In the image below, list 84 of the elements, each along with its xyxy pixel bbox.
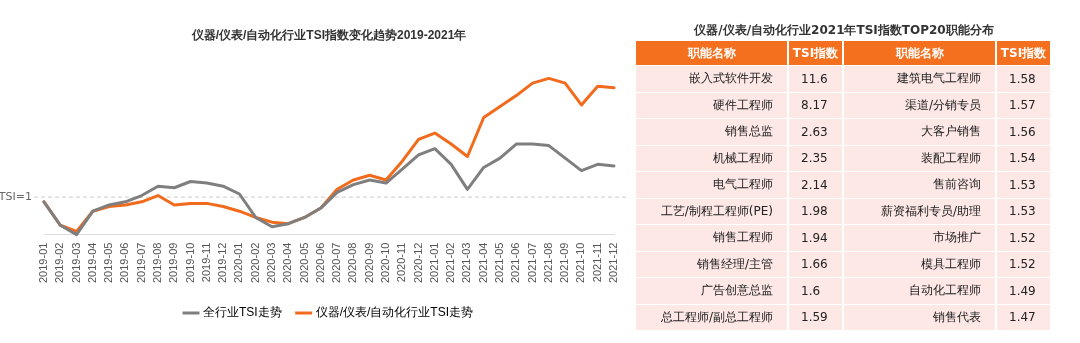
x-tick-label: 2019-08 xyxy=(151,242,164,284)
x-tick-label: 2020-10 xyxy=(379,242,392,284)
x-tick-label: 2019-12 xyxy=(216,242,229,284)
x-tick-label: 2020-01 xyxy=(232,242,245,284)
x-tick-label: 2021-12 xyxy=(607,242,620,284)
category-label: 工艺/制程工程师(PE) xyxy=(636,198,789,224)
x-tick-label: 2020-04 xyxy=(281,242,294,284)
x-tick-label: 2021-05 xyxy=(493,242,506,284)
x-tick-label: 2019-05 xyxy=(102,242,115,284)
chart-title: 仪器/仪表/自动化行业TSI指数变化趋势2019-2021年 xyxy=(190,27,467,42)
x-tick-label: 2019-02 xyxy=(53,242,66,284)
data-label: 8.17 xyxy=(789,92,844,118)
text: 职能名称 xyxy=(895,45,944,60)
legend-label: 仪器/仪表/自动化行业TSI走势 xyxy=(315,305,474,320)
category-label: 建筑电气工程师 xyxy=(844,66,997,92)
category-label: 售前咨询 xyxy=(844,172,997,198)
category-label: 电气工程师 xyxy=(636,172,789,198)
text: TSI指数 xyxy=(789,41,844,65)
x-tick-label: 2020-03 xyxy=(265,242,278,284)
x-tick-label: 2021-08 xyxy=(541,242,554,284)
data-label: 1.53 xyxy=(997,172,1052,198)
x-tick-label: 2019-01 xyxy=(37,242,50,284)
category-label: 薪资福利专员/助理 xyxy=(844,198,997,224)
category-label: 销售代表 xyxy=(844,304,997,330)
x-tick-label: 2020-06 xyxy=(313,242,326,284)
x-tick-label: 2019-03 xyxy=(69,242,82,284)
category-label: 装配工程师 xyxy=(844,145,997,171)
data-label: 1.56 xyxy=(997,119,1052,145)
x-tick-label: 2021-09 xyxy=(558,242,571,284)
text: 仪器/仪表/自动化行业2021年TSI指数TOP20职能分布 xyxy=(692,22,995,39)
x-tick-label: 2019-11 xyxy=(199,242,212,283)
x-tick-label: 2020-08 xyxy=(346,242,359,284)
x-tick-label: 2021-06 xyxy=(509,242,522,284)
category-label: 销售经理/主管 xyxy=(636,251,789,277)
data-label: 2.63 xyxy=(789,119,844,145)
category-label: 自动化工程师 xyxy=(844,278,997,304)
x-tick-label: 2021-11 xyxy=(590,242,603,283)
x-tick-label: 2020-12 xyxy=(411,242,424,284)
legend-label: 全行业TSI走势 xyxy=(203,305,282,320)
category-label: 嵌入式软件开发 xyxy=(636,66,789,92)
data-label: 1.53 xyxy=(997,198,1052,224)
data-label: 1.52 xyxy=(997,225,1052,251)
category-label: 总工程师/副总工程师 xyxy=(636,304,789,330)
x-tick-label: 2021-03 xyxy=(460,242,473,284)
category-label: 机械工程师 xyxy=(636,145,789,171)
x-tick-label: 2019-10 xyxy=(183,242,196,284)
data-label: 1.58 xyxy=(997,66,1052,92)
data-label: 1.52 xyxy=(997,251,1052,277)
category-label: 硬件工程师 xyxy=(636,92,789,118)
data-label: 1.98 xyxy=(789,198,844,224)
x-tick-label: 2019-07 xyxy=(134,242,147,284)
x-tick-label: 2020-02 xyxy=(248,242,261,284)
category-label: 渠道/分销专员 xyxy=(844,92,997,118)
category-label: 销售工程师 xyxy=(636,225,789,251)
x-tick-label: 2019-04 xyxy=(85,242,98,284)
category-label: 市场推广 xyxy=(844,225,997,251)
x-tick-label: 2021-01 xyxy=(427,242,440,284)
data-label: 2.14 xyxy=(789,172,844,198)
x-tick-label: 2021-02 xyxy=(444,242,457,284)
category-label: 广告创意总监 xyxy=(636,278,789,304)
data-label: 1.57 xyxy=(997,92,1052,118)
data-label: 11.6 xyxy=(789,66,844,92)
data-label: 1.47 xyxy=(997,304,1052,330)
x-tick-label: 2021-04 xyxy=(476,242,489,284)
x-tick-label: 2020-11 xyxy=(395,242,408,283)
category-label: 大客户销售 xyxy=(844,119,997,145)
x-tick-label: 2020-05 xyxy=(297,242,310,284)
x-tick-label: 2021-07 xyxy=(525,242,538,284)
data-label: 2.35 xyxy=(789,145,844,171)
x-tick-label: 2019-09 xyxy=(167,242,180,284)
x-tick-label: 2020-07 xyxy=(330,242,343,284)
x-tick-label: 2021-10 xyxy=(574,242,587,284)
data-label: 1.54 xyxy=(997,145,1052,171)
data-label: 1.94 xyxy=(789,225,844,251)
data-label: 1.6 xyxy=(789,278,844,304)
data-label: 1.66 xyxy=(789,251,844,277)
x-tick-label: 2019-06 xyxy=(118,242,131,284)
category-label: 模具工程师 xyxy=(844,251,997,277)
data-label: 1.49 xyxy=(997,278,1052,304)
data-label: 1.59 xyxy=(789,304,844,330)
text: 职能名称 xyxy=(636,41,789,65)
x-tick-label: 2020-09 xyxy=(362,242,375,284)
category-label: 销售总监 xyxy=(636,119,789,145)
text: TSI指数 xyxy=(1000,45,1047,60)
